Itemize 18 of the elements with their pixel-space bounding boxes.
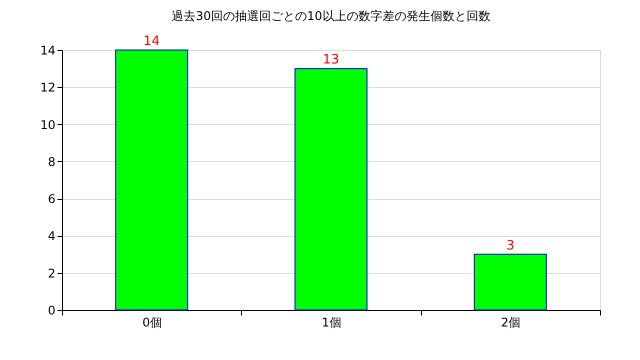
bar <box>474 254 547 310</box>
data-label: 14 <box>143 34 160 49</box>
y-tick-label: 2 <box>48 266 56 280</box>
y-tick-label: 0 <box>48 304 56 318</box>
x-tick-label: 2個 <box>501 316 521 330</box>
x-tick-label: 0個 <box>142 316 162 330</box>
y-tick-label: 4 <box>48 229 56 244</box>
y-tick-label: 6 <box>48 192 56 206</box>
y-tick-label: 8 <box>48 154 56 169</box>
y-tick-label: 14 <box>40 44 56 58</box>
y-tick-label: 12 <box>40 80 56 95</box>
bar <box>294 68 368 310</box>
x-tick-label: 1個 <box>322 316 342 330</box>
bar <box>115 50 188 310</box>
y-tick-label: 10 <box>40 118 56 132</box>
data-label: 3 <box>506 238 514 254</box>
data-label: 13 <box>322 52 340 68</box>
chart-title: 過去30回の抽選回ごとの10以上の数字差の発生個数と回数 <box>172 9 490 23</box>
